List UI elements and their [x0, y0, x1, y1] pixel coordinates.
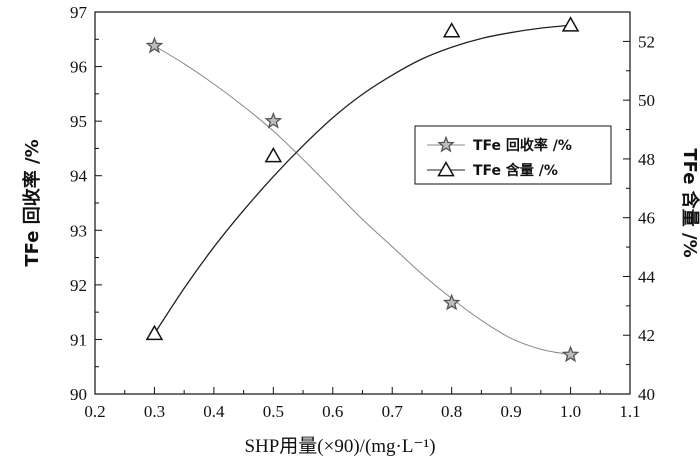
y-left-tick-label: 90: [70, 385, 87, 404]
y-right-tick-label: 50: [638, 91, 655, 110]
y-right-tick-label: 42: [638, 326, 655, 345]
x-tick-label: 0.7: [382, 402, 404, 421]
y-right-tick-label: 40: [638, 385, 655, 404]
ticks-layer: 0.2 0.3 0.4 0.5 0.6 0.7 0.8 0.9 1.0 1.1 90 91 92 93 94…: [70, 3, 656, 421]
series-0-point: [264, 111, 283, 129]
x-tick-label: 0.8: [441, 402, 462, 421]
plot-frame: [94, 11, 631, 395]
y-right-tick-label: 46: [638, 209, 655, 228]
x-axis-title: SHP用量(×90)/(mg·L⁻¹): [244, 436, 435, 457]
series-1-point: [561, 16, 580, 32]
x-tick-label: 0.2: [84, 402, 105, 421]
series-1-fit-curve: [153, 24, 571, 335]
y-left-tick-label: 91: [70, 330, 87, 349]
legend-triangle-shape: [437, 160, 455, 177]
series-0-point: [561, 345, 580, 363]
curves-layer: [153, 24, 571, 356]
x-tick-label: 0.5: [263, 402, 284, 421]
x-tick-label: 0.6: [322, 402, 343, 421]
y-left-tick-label: 94: [70, 167, 88, 186]
series-1-point: [442, 22, 461, 38]
y-left-tick-label: 92: [70, 276, 87, 295]
y-left-tick-label: 95: [70, 112, 87, 131]
x-tick-label: 0.9: [500, 402, 521, 421]
y-left-tick-label: 97: [70, 3, 88, 22]
legend: TFe 回收率 /% TFe 含量 /%: [414, 125, 612, 185]
legend-star-marker: [437, 135, 455, 153]
y-right-tick-label: 44: [638, 267, 656, 286]
legend-triangle-marker: [437, 160, 455, 177]
series-1-point: [264, 146, 283, 163]
series-0-fit-curve: [154, 45, 571, 356]
legend-star-shape: [437, 135, 455, 153]
x-tick-label: 1.1: [619, 402, 640, 421]
legend-label-recovery: TFe 回收率 /%: [473, 137, 572, 154]
y-right-tick-label: 48: [638, 150, 655, 169]
series-1-point: [145, 324, 164, 341]
y-left-axis-title: TFe 回收率 /%: [21, 139, 43, 266]
markers-layer: [145, 16, 580, 363]
series-0-point: [145, 36, 164, 54]
x-tick-label: 0.4: [203, 402, 225, 421]
y-right-tick-label: 52: [638, 32, 655, 51]
y-left-tick-label: 96: [70, 58, 87, 77]
y-left-tick-label: 93: [70, 221, 87, 240]
y-right-axis-title: TFe 含量 /%: [679, 148, 700, 257]
x-tick-label: 0.3: [144, 402, 165, 421]
series-0-point: [442, 293, 461, 311]
x-tick-label: 1.0: [560, 402, 581, 421]
legend-label-content: TFe 含量 /%: [473, 162, 558, 179]
